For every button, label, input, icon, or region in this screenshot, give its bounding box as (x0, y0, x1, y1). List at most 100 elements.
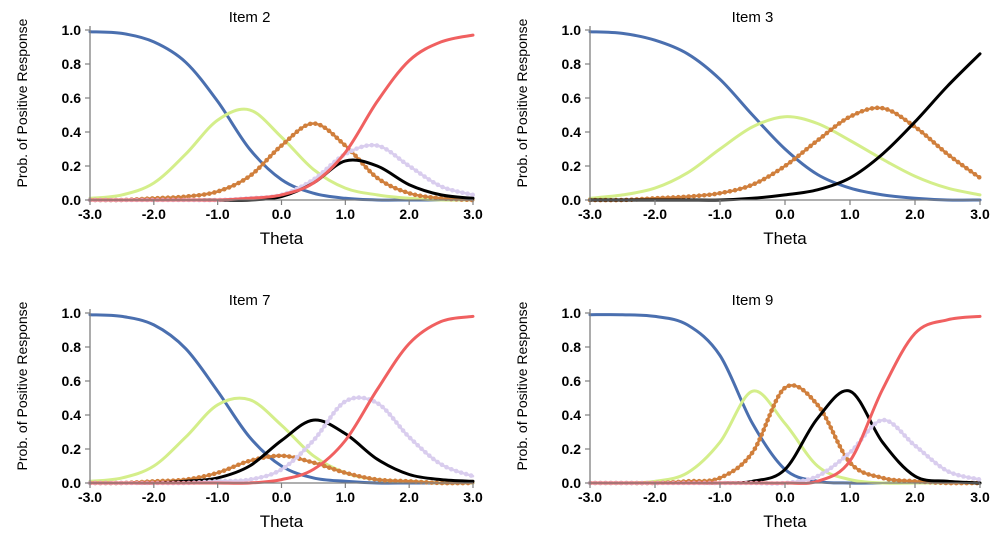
x-tick-label: -2.0 (142, 206, 166, 222)
series-marker-d07f3c (257, 165, 262, 170)
series-marker-d9cdee (905, 436, 911, 442)
series-marker-d07f3c (307, 121, 313, 127)
series-marker-d07f3c (891, 477, 897, 483)
series-marker-d07f3c (681, 194, 686, 200)
series-marker-d07f3c (201, 474, 207, 479)
series-marker-d07f3c (686, 194, 691, 199)
series-marker-d9cdee (913, 444, 919, 449)
series-marker-d9cdee (334, 406, 340, 412)
series-marker-d07f3c (808, 143, 813, 149)
series-marker-d07f3c (307, 459, 312, 464)
y-tick-label: 0.8 (62, 56, 82, 72)
series-marker-d07f3c (191, 193, 197, 199)
series-marker-d07f3c (298, 126, 304, 131)
series-marker-d07f3c (245, 458, 251, 464)
series-marker-d07f3c (226, 466, 232, 472)
series-marker-d07f3c (839, 448, 845, 454)
series-marker-d9cdee (844, 452, 850, 458)
series-marker-d9cdee (387, 412, 393, 417)
y-tick-label: 1.0 (562, 22, 582, 38)
series-marker-d07f3c (815, 402, 821, 408)
series-marker-d07f3c (281, 453, 287, 459)
series-marker-d9cdee (902, 433, 907, 438)
series-marker-d07f3c (245, 175, 250, 180)
series-marker-d07f3c (832, 434, 838, 440)
series-marker-d07f3c (211, 471, 217, 477)
series-marker-d07f3c (801, 387, 806, 393)
series-marker-d9cdee (354, 146, 359, 151)
chart-panel-4: -3.0 -2.0 -1.0 0.0 1.0 2.0 3.0 0.0 0.2 0.4 0.6 0.8 1… (514, 292, 990, 531)
series-marker-d07f3c (717, 475, 722, 481)
series-marker-d07f3c (331, 467, 337, 472)
series-marker-d07f3c (407, 191, 413, 196)
x-tick-label: 0.0 (272, 206, 292, 222)
series-marker-d07f3c (330, 131, 336, 137)
y-axis-title: Prob. of Positive Response (514, 301, 530, 470)
chart-title: Item 9 (732, 292, 774, 309)
x-tick-label: 1.0 (840, 489, 860, 505)
series-marker-d07f3c (783, 162, 789, 168)
series-marker-d07f3c (836, 121, 842, 126)
series-d07f3c-group (87, 121, 475, 203)
series-marker-d07f3c (367, 476, 372, 481)
series-marker-d9cdee (341, 399, 347, 405)
series-4a6faf-group (588, 313, 982, 485)
series-marker-d9cdee (951, 471, 956, 476)
series-marker-d07f3c (721, 473, 727, 479)
series-marker-d07f3c (341, 470, 347, 475)
series-marker-d07f3c (923, 133, 929, 138)
series-marker-d9cdee (898, 429, 904, 434)
y-tick-label: 0.4 (62, 407, 82, 423)
series-marker-d9cdee (929, 457, 934, 463)
series-marker-d07f3c (249, 172, 254, 177)
series-marker-d9cdee (815, 473, 821, 479)
series-marker-d07f3c (782, 385, 787, 391)
series-marker-d07f3c (712, 191, 717, 197)
series-marker-d9cdee (374, 143, 380, 148)
series-marker-d07f3c (752, 446, 758, 451)
x-tick-label: -2.0 (142, 489, 166, 505)
series-marker-d07f3c (907, 478, 912, 484)
series-marker-d07f3c (379, 178, 384, 184)
series-marker-d07f3c (787, 159, 793, 165)
series-marker-d07f3c (755, 441, 760, 447)
y-tick-label: 0.4 (562, 407, 582, 423)
series-000000-group (88, 418, 475, 485)
series-line-d07f3c (588, 106, 982, 202)
series-line-f06060 (88, 33, 475, 202)
x-tick-label: -3.0 (578, 489, 602, 505)
series-marker-d07f3c (382, 478, 388, 483)
series-marker-d07f3c (761, 176, 767, 182)
series-marker-d07f3c (398, 478, 403, 484)
series-marker-d07f3c (362, 475, 367, 480)
series-marker-d9cdee (243, 477, 249, 483)
series-marker-d07f3c (722, 190, 728, 195)
series-marker-d07f3c (206, 472, 212, 478)
series-marker-d07f3c (749, 450, 755, 456)
series-marker-d9cdee (351, 395, 357, 401)
x-tick-label: 0.0 (775, 489, 795, 505)
series-marker-d9cdee (418, 171, 423, 176)
x-tick-label: -1.0 (206, 489, 230, 505)
series-marker-d9cdee (460, 190, 465, 195)
chart-title: Item 2 (229, 9, 271, 26)
series-marker-d07f3c (931, 140, 937, 145)
series-marker-d9cdee (440, 184, 445, 190)
series-marker-d07f3c (186, 194, 191, 199)
series-marker-d07f3c (792, 156, 797, 162)
series-marker-d9cdee (971, 476, 977, 481)
series-d4ee8a-group (88, 107, 475, 202)
series-marker-d9cdee (937, 463, 943, 469)
series-marker-d07f3c (240, 178, 246, 183)
series-marker-d9cdee (337, 403, 343, 408)
series-marker-d07f3c (771, 403, 776, 409)
series-line-4a6faf (588, 30, 982, 202)
series-marker-d07f3c (800, 150, 805, 155)
series-marker-d07f3c (313, 121, 318, 126)
series-marker-d9cdee (409, 165, 415, 170)
x-tick-label: -2.0 (643, 489, 667, 505)
series-marker-d07f3c (196, 475, 202, 480)
series-marker-d07f3c (707, 192, 712, 198)
series-marker-d9cdee (331, 411, 336, 416)
series-marker-d07f3c (393, 185, 398, 191)
